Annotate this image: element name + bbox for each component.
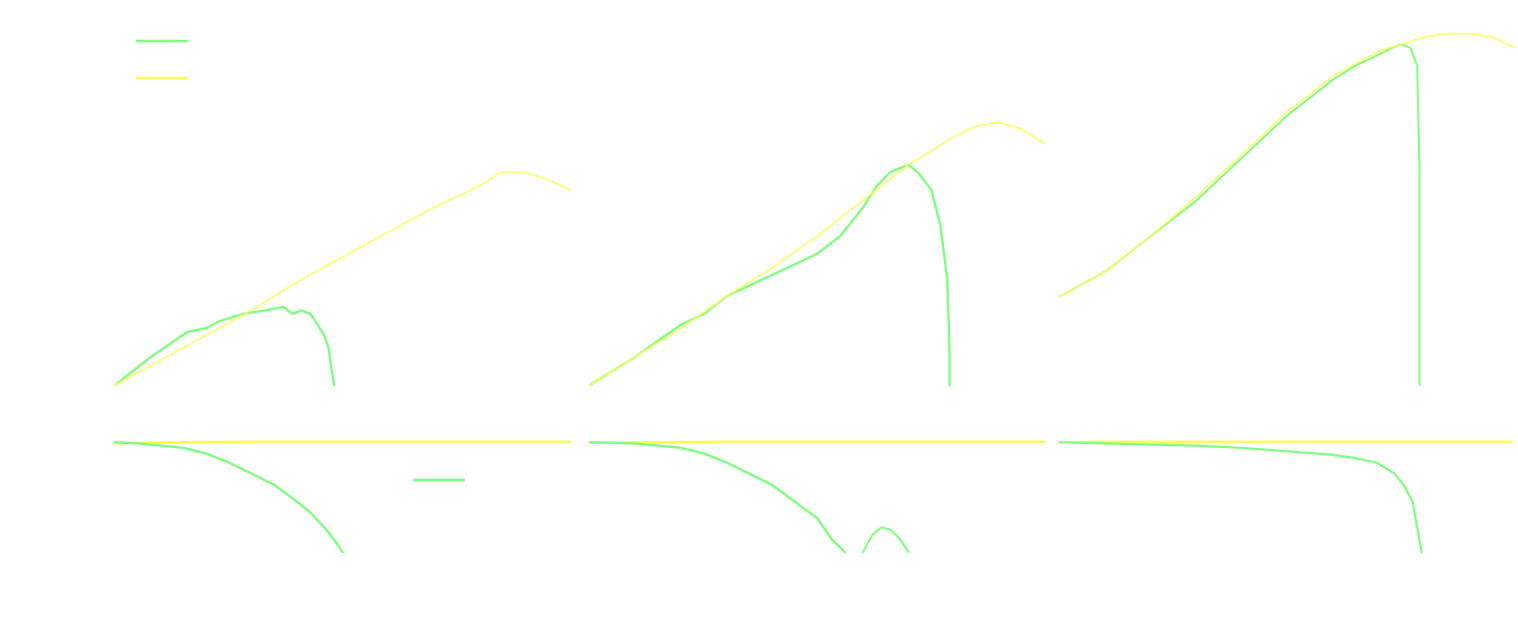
series-line-bottom-middle-2 bbox=[862, 526, 910, 553]
series-line-bottom-left-1 bbox=[113, 441, 344, 554]
panel-bottom-right bbox=[1058, 440, 1514, 554]
series-line-bottom-middle-0 bbox=[588, 440, 1047, 444]
series-line-bottom-left-0 bbox=[113, 440, 572, 445]
panel-top-left bbox=[113, 171, 571, 387]
legend-top-left bbox=[136, 39, 188, 80]
panel-bottom-left bbox=[113, 440, 572, 554]
panel-top-middle bbox=[588, 121, 1046, 387]
panel-top-right bbox=[1059, 32, 1516, 386]
series-line-top-right-1 bbox=[1059, 32, 1516, 298]
series-line-bottom-middle-1 bbox=[588, 441, 846, 554]
series-line-bottom-right-1 bbox=[1058, 441, 1423, 554]
series-line-top-left-1 bbox=[114, 171, 571, 386]
panel-bottom-middle bbox=[588, 440, 1047, 554]
series-line-top-left-0 bbox=[113, 305, 336, 387]
series-line-top-middle-1 bbox=[589, 121, 1046, 386]
series-line-top-middle-0 bbox=[588, 163, 951, 387]
series-line-top-right-0 bbox=[1059, 43, 1421, 386]
series-line-bottom-right-0 bbox=[1058, 440, 1514, 444]
